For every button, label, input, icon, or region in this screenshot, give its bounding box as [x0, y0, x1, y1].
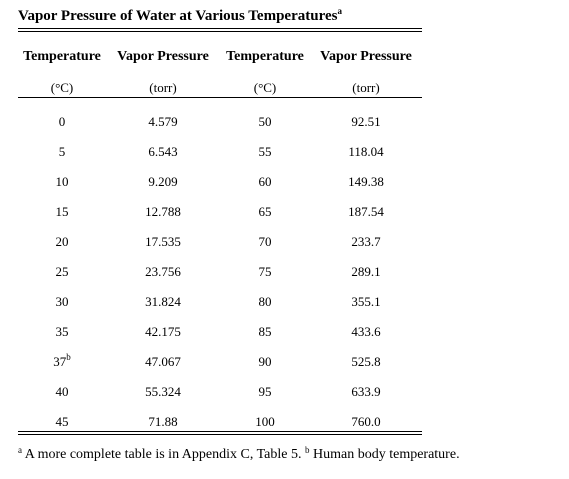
header-rule [18, 97, 422, 98]
column-header: Vapor Pressure [320, 49, 412, 64]
column-unit: (torr) [149, 80, 177, 95]
table-cell: 70 [258, 234, 272, 249]
column-unit: (°C) [253, 80, 277, 95]
table-cell: 80 [258, 294, 272, 309]
table-cell: 433.6 [351, 324, 381, 339]
table-cell: 20 [55, 234, 69, 249]
table-cell: 760.0 [351, 414, 381, 429]
table-cell: 45 [55, 414, 69, 429]
table-cell: 9.209 [148, 174, 178, 189]
table-cell: 35 [55, 324, 69, 339]
table-cell: 100 [255, 414, 275, 429]
table-cell: 17.535 [145, 234, 181, 249]
table-cell: 55 [258, 144, 272, 159]
table-cell: 47.067 [145, 354, 181, 369]
footnote-text: Human body temperature. [309, 447, 460, 462]
table-cell: 30 [55, 294, 69, 309]
table-cell: 71.88 [148, 414, 178, 429]
table-cell: 355.1 [351, 294, 381, 309]
table-cell: 37b [53, 352, 71, 370]
title-note-mark: a [337, 6, 342, 16]
table-cell: 42.175 [145, 324, 181, 339]
column-unit: (°C) [50, 80, 74, 95]
table-cell: 15 [55, 204, 69, 219]
table-cell: 65 [258, 204, 272, 219]
table-cell: 233.7 [351, 234, 381, 249]
footnote-mark: a [18, 445, 22, 455]
bottom-rule [18, 431, 422, 432]
cell-text: 37 [53, 354, 67, 369]
table-cell: 149.38 [348, 174, 384, 189]
footnote-text: A more complete table is in Appendix C, … [22, 447, 305, 462]
table-cell: 12.788 [145, 204, 181, 219]
table-title: Vapor Pressure of Water at Various Tempe… [18, 6, 342, 25]
table-cell: 95 [258, 384, 272, 399]
table-cell: 90 [258, 354, 272, 369]
table-cell: 5 [58, 144, 66, 159]
table-cell: 0 [58, 114, 66, 129]
table-cell: 40 [55, 384, 69, 399]
table-cell: 85 [258, 324, 272, 339]
table-cell: 6.543 [148, 144, 178, 159]
table-cell: 55.324 [145, 384, 181, 399]
table-cell: 525.8 [351, 354, 381, 369]
column-header: Temperature [226, 49, 304, 64]
bottom-rule [18, 434, 422, 435]
table-cell: 10 [55, 174, 69, 189]
column-header: Vapor Pressure [117, 49, 209, 64]
table-cell: 92.51 [351, 114, 381, 129]
table-cell: 187.54 [348, 204, 384, 219]
table-cell: 25 [55, 264, 69, 279]
table-cell: 60 [258, 174, 272, 189]
table-cell: 31.824 [145, 294, 181, 309]
table-cell: 633.9 [351, 384, 381, 399]
title-rule [18, 31, 422, 32]
column-unit: (torr) [352, 80, 380, 95]
title-text: Vapor Pressure of Water at Various Tempe… [18, 8, 338, 24]
table-cell: 75 [258, 264, 272, 279]
table-cell: 289.1 [351, 264, 381, 279]
cell-note-mark: b [66, 352, 71, 362]
footnotes: a A more complete table is in Appendix C… [18, 445, 460, 463]
title-rule [18, 28, 422, 29]
table-cell: 50 [258, 114, 272, 129]
column-header: Temperature [23, 49, 101, 64]
table-cell: 118.04 [348, 144, 384, 159]
footnote-mark: b [305, 445, 310, 455]
table-cell: 23.756 [145, 264, 181, 279]
table-cell: 4.579 [148, 114, 178, 129]
